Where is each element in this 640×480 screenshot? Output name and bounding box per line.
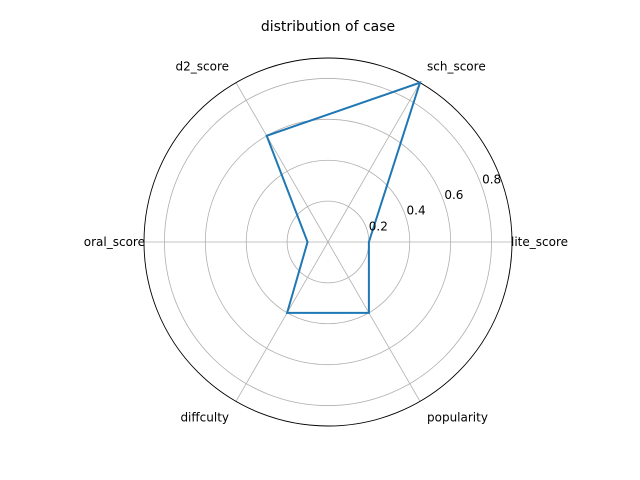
spoke-line <box>327 82 421 243</box>
category-label-lite-score: lite_score <box>511 235 568 249</box>
category-label-d2-score: d2_score <box>176 60 230 74</box>
radial-tick-label: 0.2 <box>369 219 388 233</box>
spoke-line <box>235 241 329 402</box>
category-label-diffculty: diffculty <box>180 410 229 424</box>
spoke-line <box>235 82 329 243</box>
spoke-line <box>327 241 421 402</box>
category-label-oral-score: oral_score <box>84 235 145 249</box>
label-layer: lite_score sch_score d2_score oral_scoredif… <box>84 60 568 425</box>
grid-layer <box>143 57 513 427</box>
polar-frame <box>143 57 513 427</box>
radial-tick-label: 0.6 <box>444 188 463 202</box>
category-label-popularity: popularity <box>427 410 488 424</box>
series-layer <box>265 81 422 314</box>
radial-tick-label: 0.4 <box>407 204 426 218</box>
radial-tick-label: 0.8 <box>482 172 501 186</box>
category-label-sch-score: sch_score <box>427 60 486 74</box>
chart-title: distribution of case <box>261 19 395 35</box>
